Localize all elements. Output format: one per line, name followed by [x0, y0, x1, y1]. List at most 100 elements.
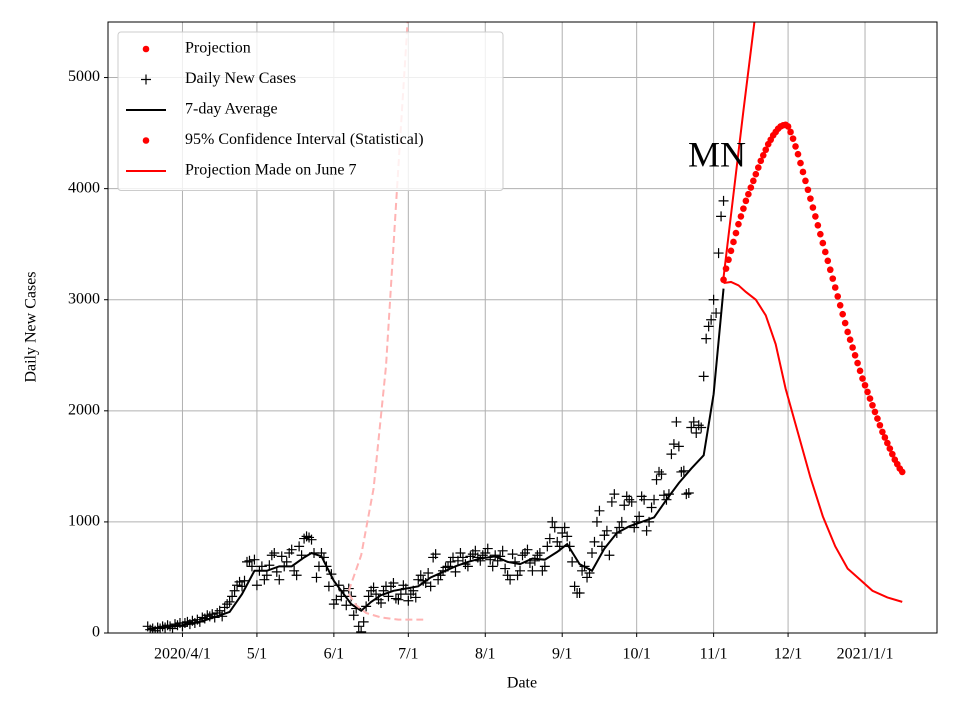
point — [686, 422, 697, 433]
point — [306, 534, 317, 545]
point — [787, 128, 794, 136]
point — [547, 516, 558, 527]
point — [256, 561, 267, 572]
point — [851, 351, 859, 359]
point — [668, 439, 679, 450]
y-tick-label: 1000 — [68, 513, 100, 530]
point — [507, 549, 518, 560]
point — [626, 496, 637, 507]
point — [727, 247, 735, 255]
point — [415, 570, 426, 581]
point — [497, 545, 508, 556]
point — [869, 401, 876, 409]
legend-box — [117, 31, 504, 191]
point — [676, 466, 687, 477]
point — [740, 205, 747, 212]
point — [589, 536, 600, 547]
point — [299, 533, 310, 544]
point — [747, 184, 755, 191]
point — [696, 422, 707, 433]
point — [574, 588, 585, 599]
point — [341, 600, 352, 611]
point — [604, 550, 615, 561]
point — [701, 333, 712, 344]
legend-label: 7-day Average — [185, 101, 278, 118]
point — [606, 496, 617, 507]
point — [259, 574, 270, 585]
point — [445, 556, 456, 567]
point — [515, 565, 526, 576]
point — [502, 570, 513, 581]
point — [711, 308, 722, 319]
point — [762, 146, 770, 154]
point — [666, 449, 677, 460]
legend-label: 95% Confidence Interval (Statistical) — [185, 131, 424, 148]
point — [500, 563, 511, 574]
point — [353, 621, 364, 632]
point — [244, 555, 255, 566]
point — [251, 580, 262, 591]
line — [723, 280, 903, 603]
point — [356, 626, 367, 633]
point — [784, 123, 792, 130]
line — [722, 22, 756, 278]
point — [802, 177, 809, 185]
legend-marker — [141, 74, 151, 85]
point — [750, 177, 757, 185]
annotation: MN — [688, 134, 746, 174]
point — [395, 589, 406, 600]
point — [552, 536, 563, 547]
point — [886, 445, 894, 452]
point — [246, 561, 257, 572]
point — [376, 598, 387, 609]
point — [809, 204, 817, 211]
point — [249, 554, 260, 565]
point — [291, 570, 302, 581]
point — [522, 544, 533, 555]
point — [413, 574, 424, 585]
point — [286, 544, 297, 555]
x-tick-label: 2021/1/1 — [837, 646, 894, 663]
point — [480, 548, 491, 559]
point — [641, 525, 652, 536]
point — [145, 624, 156, 633]
point — [358, 616, 369, 627]
point — [266, 550, 277, 561]
y-tick-label: 2000 — [68, 401, 100, 418]
point — [599, 530, 610, 541]
x-axis-label: Date — [507, 675, 537, 692]
point — [594, 505, 605, 516]
point — [328, 599, 339, 610]
point — [457, 552, 468, 563]
point — [490, 550, 501, 561]
point — [390, 593, 401, 604]
point — [304, 532, 315, 543]
point — [234, 576, 245, 587]
point — [562, 531, 573, 542]
point — [616, 516, 627, 527]
point — [854, 359, 861, 367]
x-tick-label: 6/1 — [324, 646, 344, 663]
legend-label: Projection Made on June 7 — [185, 162, 357, 179]
point — [829, 275, 837, 282]
x-tick-label: 12/1 — [774, 646, 802, 663]
point — [537, 565, 548, 576]
y-tick-label: 4000 — [68, 179, 100, 196]
point — [512, 570, 523, 581]
point — [294, 541, 305, 552]
point — [222, 599, 233, 610]
point — [634, 511, 645, 522]
y-tick-label: 5000 — [68, 68, 100, 85]
point — [276, 551, 287, 562]
point — [569, 581, 580, 592]
point — [752, 170, 760, 178]
point — [475, 555, 486, 566]
point — [732, 229, 740, 237]
point — [450, 566, 461, 577]
point — [822, 248, 829, 256]
point — [656, 469, 667, 480]
point — [889, 450, 896, 458]
point — [817, 230, 824, 238]
point — [348, 610, 359, 621]
